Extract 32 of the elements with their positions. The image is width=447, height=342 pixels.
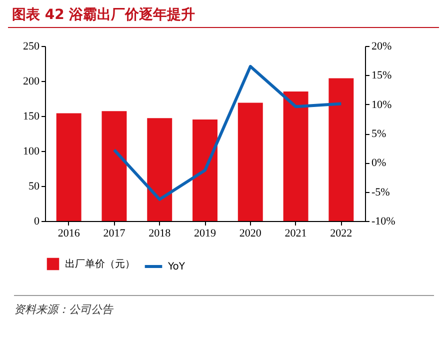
x-tick-label: 2016 <box>58 228 80 240</box>
legend-label: YoY <box>167 262 186 272</box>
y2-tick-label: 15% <box>372 70 392 82</box>
chart-title: 图表 42 浴霸出厂价逐年提升 <box>8 6 439 28</box>
y2-tick-label: -10% <box>372 216 396 228</box>
y2-tick-label: 10% <box>372 98 392 111</box>
bar <box>147 118 172 221</box>
x-tick-label: 2020 <box>239 228 262 240</box>
y-tick-label: 250 <box>23 40 40 52</box>
legend-label: 出厂单价（元） <box>65 258 135 270</box>
x-tick-label: 2019 <box>194 228 216 240</box>
y2-tick-label: 0% <box>372 157 386 170</box>
y-tick-label: 0 <box>34 216 40 228</box>
y-tick-label: 150 <box>23 110 40 122</box>
y2-tick-label: 5% <box>372 128 386 140</box>
y2-tick-label: -5% <box>372 186 390 198</box>
line-series <box>112 64 343 201</box>
bar <box>328 78 354 221</box>
bar <box>192 120 218 221</box>
bar <box>56 113 82 221</box>
x-tick-label: 2018 <box>148 228 172 240</box>
y-tick-label: 200 <box>23 76 40 88</box>
bar <box>238 102 263 221</box>
y-tick-label: 50 <box>28 180 40 192</box>
y2-tick-label: 20% <box>372 40 392 52</box>
bar <box>102 111 127 221</box>
x-tick-label: 2017 <box>103 228 126 240</box>
y-tick-label: 100 <box>23 146 40 158</box>
bar <box>283 92 308 221</box>
x-tick-label: 2021 <box>284 228 307 240</box>
x-tick-label: 2022 <box>330 228 352 240</box>
text: 资料来源：公司公告 <box>14 295 434 317</box>
